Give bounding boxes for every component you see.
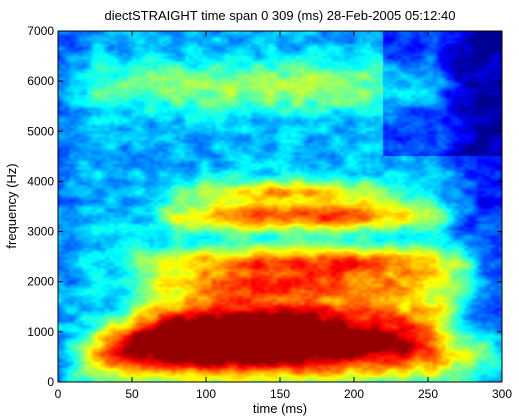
chart-title: diectSTRAIGHT time span 0 309 (ms) 28-Fe… xyxy=(105,8,456,23)
x-tick-label: 250 xyxy=(418,387,438,401)
y-axis-ticks: 0 1000 2000 3000 4000 5000 6000 7000 xyxy=(27,24,502,389)
y-tick-label: 7000 xyxy=(27,24,54,38)
heatmap-canvas xyxy=(58,31,502,382)
y-tick-label: 3000 xyxy=(27,225,54,239)
x-axis-label: time (ms) xyxy=(253,401,307,416)
y-tick-label: 6000 xyxy=(27,74,54,88)
y-axis-label: frequency (Hz) xyxy=(4,163,19,248)
heatmap-region xyxy=(58,31,502,382)
x-tick-label: 50 xyxy=(125,387,139,401)
y-tick-label: 5000 xyxy=(27,124,54,138)
x-tick-label: 0 xyxy=(55,387,62,401)
y-tick-label: 4000 xyxy=(27,174,54,188)
y-tick-label: 1000 xyxy=(27,325,54,339)
x-tick-label: 100 xyxy=(196,387,216,401)
x-tick-label: 200 xyxy=(344,387,364,401)
y-tick-label: 2000 xyxy=(27,275,54,289)
y-tick-label: 0 xyxy=(47,375,54,389)
x-tick-label: 300 xyxy=(492,387,512,401)
x-tick-label: 150 xyxy=(270,387,290,401)
x-axis-ticks: 0 50 100 150 200 250 300 xyxy=(55,31,512,401)
